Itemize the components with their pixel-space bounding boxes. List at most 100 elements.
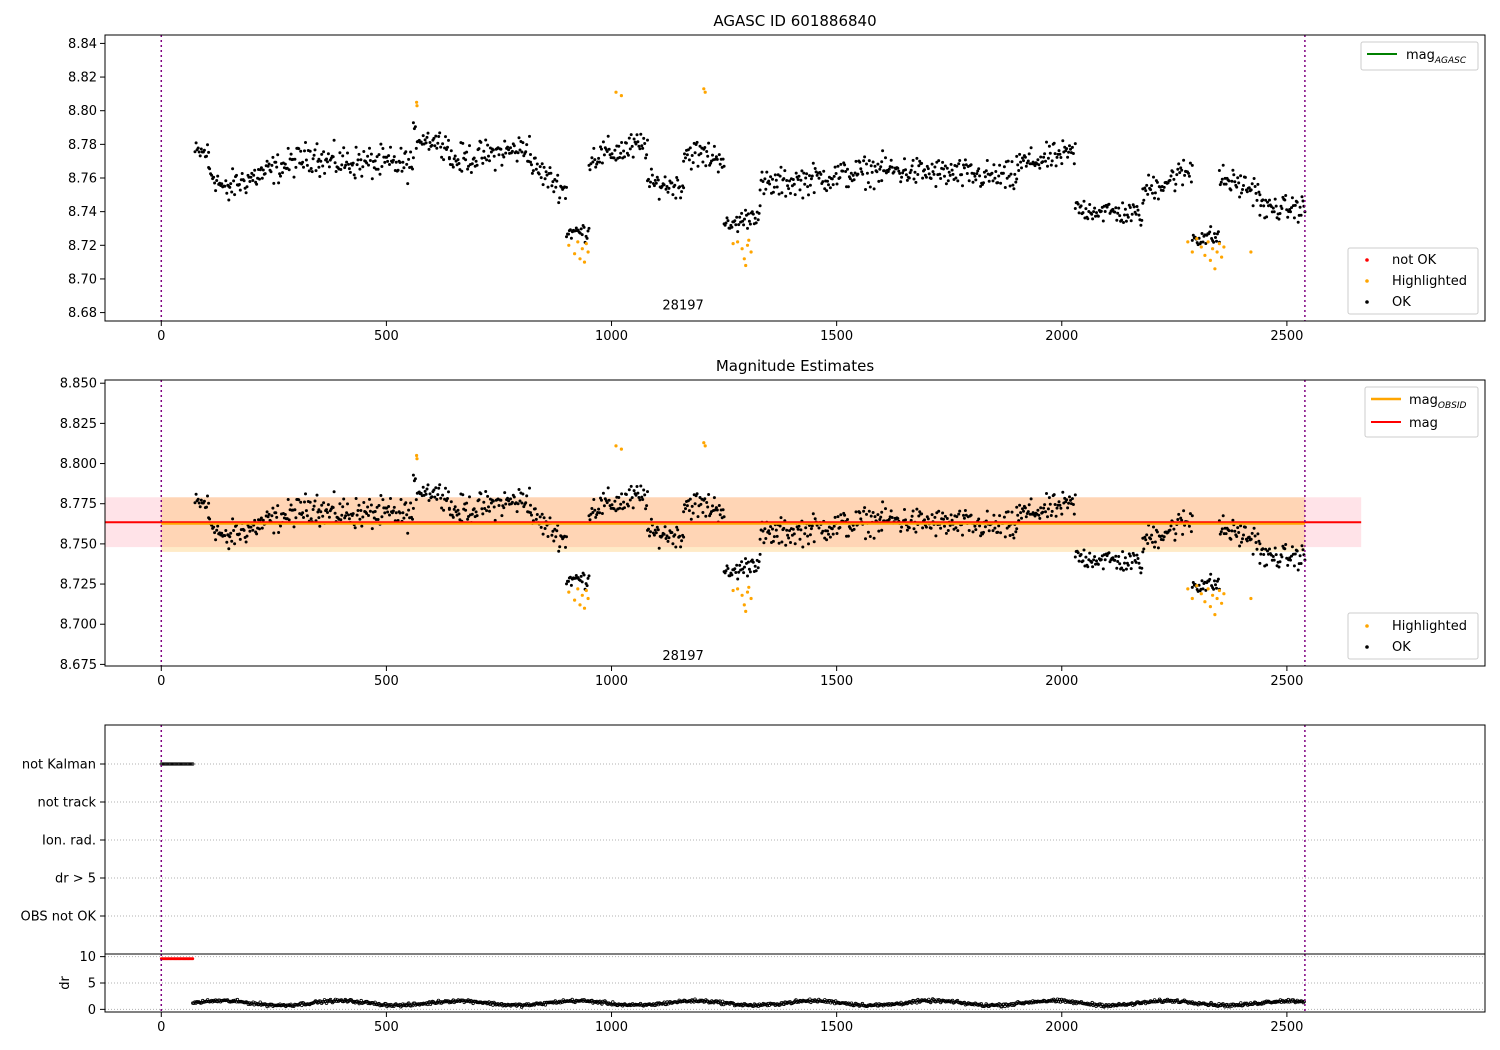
agasc-ok-point xyxy=(1245,190,1249,194)
magnitude-ok-point xyxy=(1301,548,1305,552)
magnitude-ok-point xyxy=(394,511,398,515)
agasc-ok-point xyxy=(676,178,680,182)
agasc-ok-point xyxy=(276,153,280,157)
magnitude-ok-point xyxy=(332,490,336,494)
agasc-ok-point xyxy=(913,170,917,174)
agasc-ok-point xyxy=(1256,182,1260,186)
magnitude-xtick-label: 500 xyxy=(374,674,399,689)
agasc-ok-point xyxy=(220,182,224,186)
agasc-ok-point xyxy=(1284,194,1288,197)
agasc-ok-point xyxy=(398,161,402,164)
agasc-xtick-label: 1000 xyxy=(595,329,628,344)
agasc-ok-point xyxy=(386,159,390,163)
agasc-legend-mag: mag xyxy=(1406,48,1435,63)
flag-point xyxy=(190,762,194,766)
agasc-ok-point xyxy=(637,144,641,148)
agasc-ok-point xyxy=(1027,152,1031,156)
agasc-ok-point xyxy=(991,179,995,183)
magnitude-ok-point xyxy=(434,486,438,490)
agasc-ok-point xyxy=(524,150,528,154)
agasc-ok-point xyxy=(1086,217,1090,221)
agasc-ok-point xyxy=(421,134,425,138)
agasc-ok-point xyxy=(1147,173,1151,177)
magnitude-legend-lower: Highlighted OK xyxy=(1347,612,1479,660)
magnitude-ok-point xyxy=(275,515,279,519)
magnitude-ok-point xyxy=(1068,495,1071,499)
magnitude-highlighted-point xyxy=(582,606,587,610)
magnitude-highlighted-point xyxy=(584,588,588,593)
agasc-ok-point xyxy=(1077,211,1081,215)
agasc-highlighted-point xyxy=(749,250,753,254)
magnitude-ok-point xyxy=(733,567,737,571)
agasc-ok-point xyxy=(441,142,445,146)
agasc-ok-point xyxy=(848,177,852,181)
magnitude-ok-point xyxy=(383,511,387,515)
magnitude-highlighted-point xyxy=(1222,592,1226,596)
magnitude-ok-point xyxy=(444,486,447,490)
agasc-ok-point xyxy=(554,185,558,189)
magnitude-highlighted-point xyxy=(580,593,584,597)
magnitude-ok-point xyxy=(585,584,589,588)
agasc-ok-point xyxy=(1187,171,1190,175)
agasc-highlighted-point xyxy=(619,94,624,98)
magnitude-ok-point xyxy=(338,502,342,506)
magnitude-ok-point xyxy=(534,517,538,521)
magnitude-ok-point xyxy=(955,515,959,519)
agasc-ok-point xyxy=(899,180,903,184)
magnitude-ok-point xyxy=(529,511,532,515)
magnitude-ok-point xyxy=(712,496,716,500)
agasc-ok-point xyxy=(612,156,616,160)
magnitude-ok-point xyxy=(1149,537,1153,541)
magnitude-ok-point xyxy=(859,517,863,521)
magnitude-ok-point xyxy=(340,513,344,517)
magnitude-ok-point xyxy=(493,518,497,522)
agasc-ok-point xyxy=(357,152,361,156)
magnitude-ok-point xyxy=(718,513,722,517)
agasc-ok-point xyxy=(910,164,914,168)
agasc-ok-point xyxy=(1029,146,1033,150)
agasc-ok-point xyxy=(253,168,257,172)
agasc-ok-point xyxy=(978,174,982,178)
agasc-ok-point xyxy=(933,165,937,169)
agasc-ok-point xyxy=(1181,183,1185,187)
agasc-ok-point xyxy=(950,168,954,172)
agasc-ok-point xyxy=(662,183,666,187)
magnitude-ok-point xyxy=(601,491,605,495)
agasc-ok-point xyxy=(252,173,256,177)
magnitude-ok-point xyxy=(482,500,486,504)
magnitude-ok-point xyxy=(452,507,456,511)
magnitude-ok-point xyxy=(979,534,983,538)
agasc-ok-point xyxy=(484,138,488,142)
magnitude-ok-point xyxy=(808,533,812,537)
magnitude-ok-point xyxy=(369,503,373,507)
magnitude-ok-point xyxy=(1016,513,1020,517)
agasc-ok-point xyxy=(274,160,278,164)
agasc-ok-point xyxy=(326,160,329,164)
agasc-ok-point xyxy=(912,177,916,181)
magnitude-ok-point xyxy=(735,563,739,567)
agasc-ok-point xyxy=(831,183,835,187)
agasc-ok-point xyxy=(428,141,432,144)
agasc-ok-point xyxy=(569,236,573,240)
magnitude-ok-point xyxy=(761,529,765,533)
agasc-ok-point xyxy=(931,170,935,174)
agasc-ok-point xyxy=(516,151,520,155)
agasc-ok-point xyxy=(870,170,874,174)
magnitude-ok-point xyxy=(630,496,634,500)
agasc-ok-point xyxy=(213,181,217,185)
magnitude-ok-point xyxy=(652,533,656,537)
magnitude-ok-point xyxy=(540,512,544,516)
agasc-ok-point xyxy=(941,160,945,164)
magnitude-ok-point xyxy=(1277,565,1281,569)
agasc-ok-point xyxy=(580,233,584,237)
agasc-ok-point xyxy=(311,157,315,161)
magnitude-ok-point xyxy=(430,495,434,499)
agasc-ok-point xyxy=(1059,156,1063,159)
magnitude-ok-point xyxy=(996,530,1000,534)
agasc-ok-point xyxy=(502,155,506,159)
magnitude-ok-point xyxy=(704,514,708,518)
agasc-ok-point xyxy=(1249,188,1253,192)
agasc-ok-point xyxy=(361,165,365,169)
magnitude-ok-point xyxy=(325,508,328,512)
magnitude-ok-point xyxy=(227,547,231,551)
